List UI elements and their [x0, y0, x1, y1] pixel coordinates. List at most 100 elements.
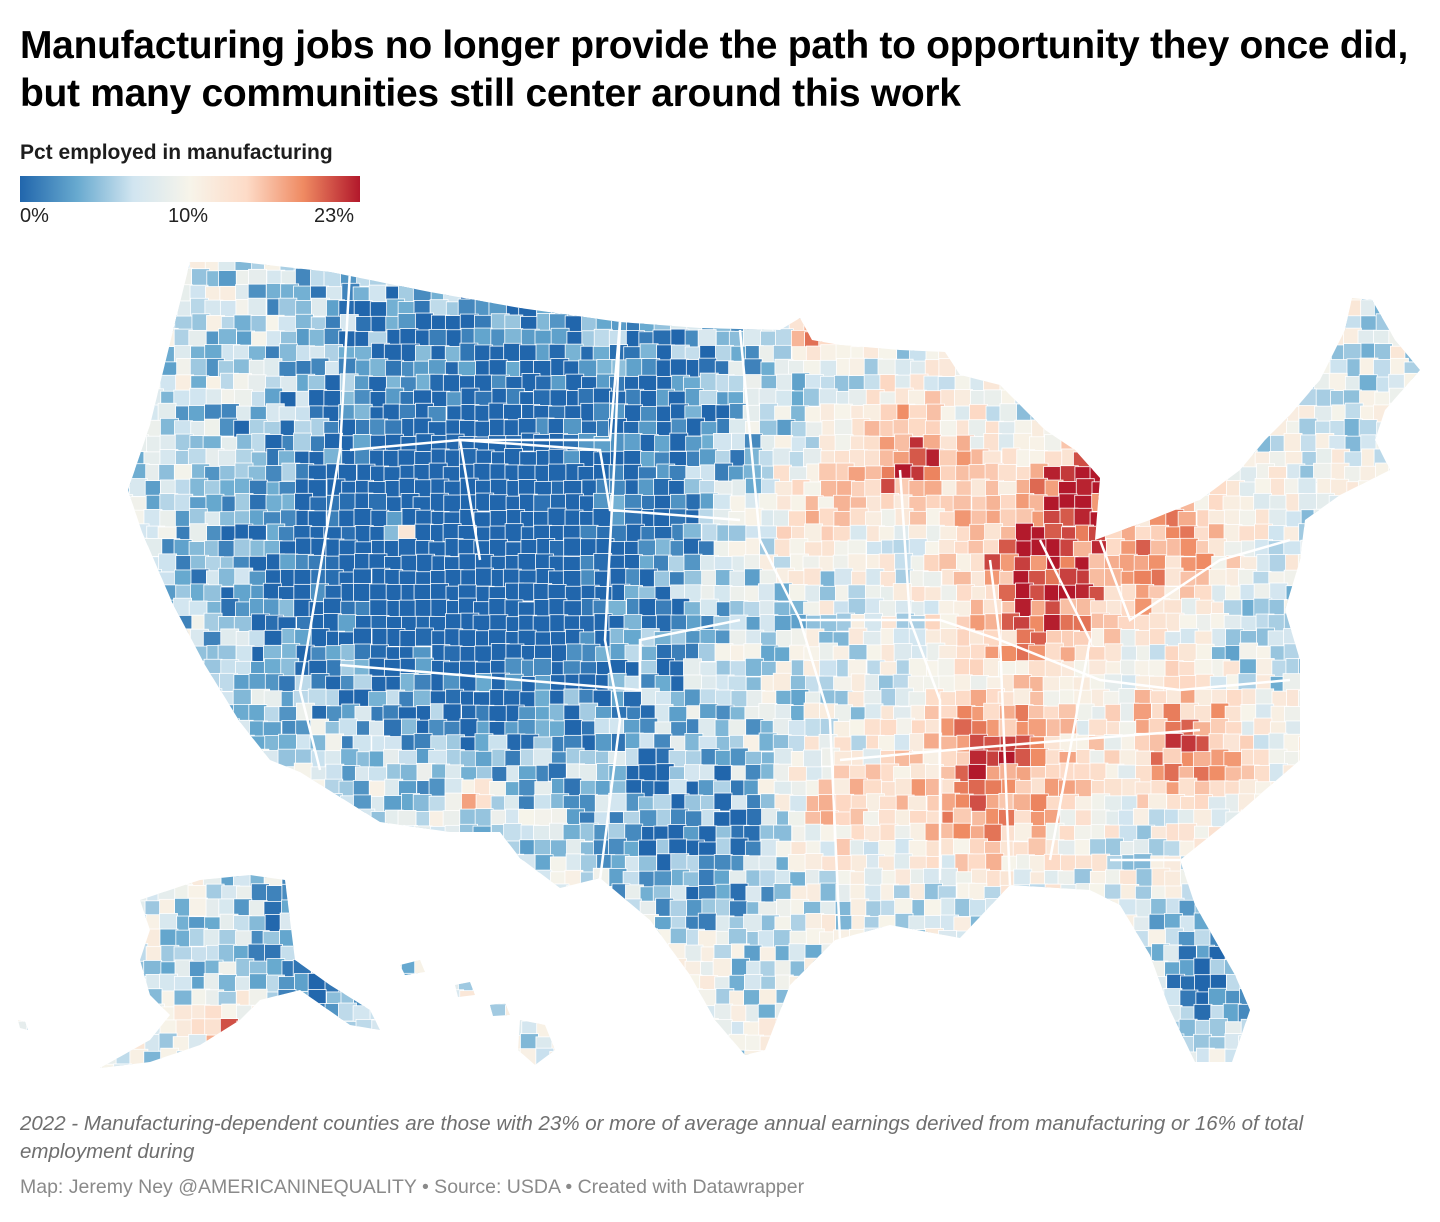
county-cell [1286, 315, 1306, 335]
county-cell [1344, 793, 1363, 813]
county-cell [1361, 555, 1381, 575]
county-cell [625, 358, 645, 378]
county-cell [1283, 599, 1303, 619]
county-cell [1329, 899, 1348, 919]
county-cell [401, 988, 420, 1007]
county-cell [532, 945, 552, 964]
county-cell [115, 570, 135, 590]
county-cell [250, 779, 269, 799]
county-cell [85, 262, 105, 275]
us-county-map[interactable] [0, 250, 1440, 1080]
county-cell [52, 705, 72, 725]
county-cell [491, 960, 511, 980]
county-cell [1285, 900, 1305, 919]
county-cell [1209, 477, 1228, 497]
county-cell [1389, 779, 1409, 799]
county-cell [1120, 283, 1140, 303]
county-cell [97, 1018, 117, 1038]
county-cell [55, 465, 75, 485]
county-cell [413, 1034, 432, 1054]
county-cell [18, 765, 30, 785]
county-cell [744, 657, 764, 677]
county-cell [338, 943, 357, 963]
county-cell [982, 959, 1002, 979]
county-cell [1405, 554, 1420, 574]
county-cell [82, 419, 102, 439]
county-cell [1076, 434, 1095, 453]
county-cell [1344, 262, 1364, 274]
county-cell [1074, 328, 1094, 348]
county-cell [18, 931, 28, 950]
county-cell [984, 282, 1004, 302]
county-cell [23, 570, 42, 589]
county-cell [925, 269, 945, 289]
county-cell [1254, 915, 1274, 935]
county-cell [53, 839, 72, 859]
county-cell [101, 330, 121, 350]
county-cell [385, 899, 405, 919]
county-cell [18, 809, 28, 829]
county-cell [1149, 262, 1168, 274]
county-cell [190, 706, 210, 725]
county-cell [339, 929, 359, 948]
county-cell [460, 262, 479, 272]
county-cell [295, 1004, 315, 1024]
county-cell [398, 942, 418, 962]
county-cell [697, 988, 717, 1008]
county-cell [1387, 646, 1407, 666]
county-cell [174, 267, 193, 287]
county-cell [84, 357, 104, 377]
county-cell [1344, 601, 1364, 620]
county-cell [937, 1004, 957, 1023]
county-cell [1331, 703, 1351, 722]
county-cell [1103, 329, 1122, 349]
county-cell [459, 990, 479, 1010]
county-cell [1314, 808, 1334, 828]
county-cell [101, 361, 121, 380]
county-cell [1194, 269, 1214, 289]
county-cell [940, 262, 960, 273]
county-cell [218, 838, 238, 858]
county-cell [1091, 492, 1111, 512]
county-cell [308, 809, 328, 828]
county-cell [414, 627, 434, 647]
county-cell [1180, 421, 1200, 441]
county-cell [1373, 793, 1393, 813]
county-cell [1238, 436, 1258, 456]
county-cell [68, 884, 88, 904]
county-cell [744, 271, 764, 291]
county-cell [1283, 825, 1303, 845]
county-cell [1057, 1018, 1077, 1038]
county-cell [1327, 718, 1347, 738]
county-cell [1225, 262, 1244, 274]
county-cell [1016, 262, 1036, 276]
county-cell [83, 826, 103, 846]
county-cell [323, 839, 343, 858]
county-cell [339, 1020, 359, 1040]
county-cell [98, 853, 118, 873]
county-cell [85, 390, 104, 410]
county-cell [1252, 841, 1272, 861]
county-cell [923, 316, 943, 336]
county-cell [1134, 959, 1154, 979]
county-cell [430, 1004, 450, 1024]
county-cell [1269, 942, 1289, 962]
county-cell [881, 958, 900, 978]
county-cell [23, 465, 43, 484]
county-cell [1178, 343, 1198, 363]
county-cell [1406, 538, 1420, 557]
county-cell [655, 1019, 675, 1039]
county-cell [1211, 331, 1231, 350]
county-cell [1358, 658, 1377, 677]
county-cell [401, 913, 421, 933]
county-cell [85, 781, 105, 800]
county-cell [84, 793, 104, 813]
county-cell [639, 1019, 658, 1039]
county-cell [1346, 732, 1366, 752]
county-cell [1162, 419, 1182, 439]
county-cell [24, 674, 44, 694]
county-cell [384, 884, 404, 903]
county-cell [187, 750, 207, 770]
county-cell [383, 914, 403, 933]
county-cell [772, 672, 792, 692]
